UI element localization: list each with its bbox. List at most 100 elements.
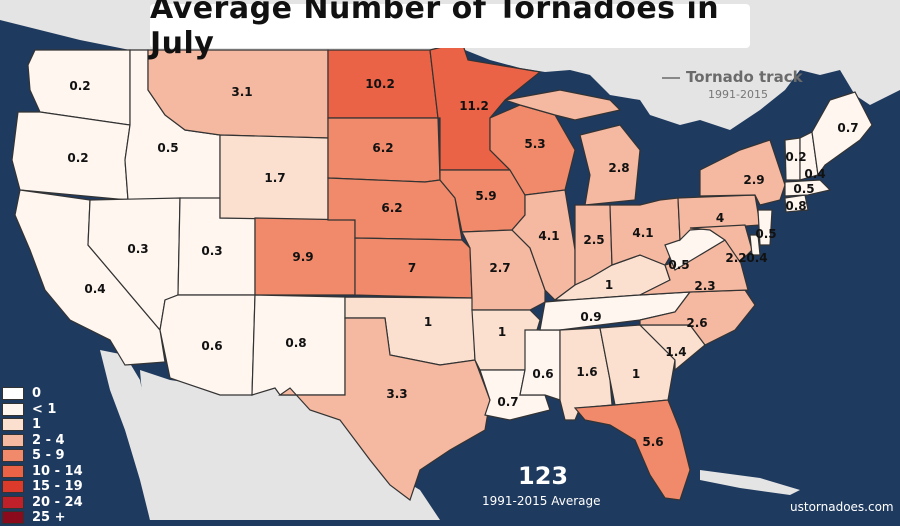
state-TX xyxy=(278,317,491,501)
state-ME xyxy=(811,91,873,177)
label-OK: 1 xyxy=(424,315,432,329)
label-WY: 1.7 xyxy=(264,171,285,185)
legend-label: 1 xyxy=(32,417,42,433)
label-GA: 1 xyxy=(632,367,640,381)
legend-label: 0 xyxy=(32,386,42,402)
legend-swatch xyxy=(2,464,24,478)
label-CO: 9.9 xyxy=(292,250,313,264)
map-title: Average Number of Tornadoes in July xyxy=(150,0,720,61)
mexico-land xyxy=(140,370,440,520)
legend-label: < 1 xyxy=(32,401,57,417)
legend-item: 0 xyxy=(2,386,83,402)
total-count: 123 xyxy=(518,462,569,490)
title-banner: Average Number of Tornadoes in July xyxy=(150,0,750,61)
legend-item: 1 xyxy=(2,417,83,433)
track-years: 1991-2015 xyxy=(708,88,768,101)
label-MA: 0.5 xyxy=(793,182,814,196)
label-CA: 0.4 xyxy=(84,282,105,296)
label-PA: 4 xyxy=(716,211,724,225)
legend-label: 5 - 9 xyxy=(32,448,65,464)
label-CT: 0.8 xyxy=(785,199,806,213)
label-MS: 0.6 xyxy=(532,367,553,381)
label-IN: 2.5 xyxy=(583,233,604,247)
legend-swatch xyxy=(2,480,24,494)
label-IL: 4.1 xyxy=(538,229,559,243)
legend-swatch xyxy=(2,418,24,432)
legend-label: 15 - 19 xyxy=(32,479,83,495)
label-DE: 0.4 xyxy=(746,251,767,265)
state-IL xyxy=(511,189,576,301)
state-NJ xyxy=(757,209,773,246)
legend-label: 10 - 14 xyxy=(32,463,83,479)
legend-item: 5 - 9 xyxy=(2,448,83,464)
label-NM: 0.8 xyxy=(285,336,306,350)
label-NJ: 0.5 xyxy=(755,227,776,241)
legend-item: 25 + xyxy=(2,510,83,526)
legend-item: < 1 xyxy=(2,402,83,418)
baja-land xyxy=(100,350,180,520)
label-NH: 0.4 xyxy=(804,167,825,181)
label-MT: 3.1 xyxy=(231,85,252,99)
label-ID: 0.5 xyxy=(157,141,178,155)
state-MI xyxy=(579,124,641,206)
track-label: Tornado track xyxy=(686,68,803,86)
legend-swatch xyxy=(2,402,24,416)
cuba-land xyxy=(700,470,800,495)
tornado-track-legend: Tornado track xyxy=(662,68,803,86)
legend-item: 10 - 14 xyxy=(2,464,83,480)
label-AZ: 0.6 xyxy=(201,339,222,353)
state-NY xyxy=(699,139,786,206)
label-NC: 2.6 xyxy=(686,316,707,330)
label-WI: 5.3 xyxy=(524,137,545,151)
legend-swatch xyxy=(2,433,24,447)
label-AL: 1.6 xyxy=(576,365,597,379)
label-KY: 1 xyxy=(605,278,613,292)
label-FL: 5.6 xyxy=(642,435,663,449)
state-FL xyxy=(573,399,691,501)
site-credit: ustornadoes.com xyxy=(790,500,894,514)
state-MA xyxy=(784,179,832,197)
label-NV: 0.3 xyxy=(127,242,148,256)
label-AR: 1 xyxy=(498,325,506,339)
label-SC: 1.4 xyxy=(665,345,686,359)
state-MI-up xyxy=(504,89,622,121)
total-caption: 1991-2015 Average xyxy=(482,494,601,508)
label-TN: 0.9 xyxy=(580,310,601,324)
label-WA: 0.2 xyxy=(69,79,90,93)
label-MI: 2.8 xyxy=(608,161,629,175)
state-AZ xyxy=(159,294,256,396)
label-VT: 0.2 xyxy=(785,150,806,164)
state-value-labels: 0.2 0.2 0.4 0.5 0.3 0.3 0.6 3.1 1.7 9.9 … xyxy=(67,77,858,449)
legend-swatch xyxy=(2,449,24,463)
legend-label: 25 + xyxy=(32,510,66,526)
legend-swatch xyxy=(2,387,24,401)
label-OR: 0.2 xyxy=(67,151,88,165)
legend-item: 20 - 24 xyxy=(2,495,83,511)
state-DE xyxy=(749,234,761,256)
label-LA: 0.7 xyxy=(497,395,518,409)
label-NY: 2.9 xyxy=(743,173,764,187)
label-MN: 11.2 xyxy=(459,99,489,113)
legend-swatch xyxy=(2,495,24,509)
label-OH: 4.1 xyxy=(632,226,653,240)
label-IA: 5.9 xyxy=(475,189,496,203)
label-VA: 2.3 xyxy=(694,279,715,293)
label-MD: 2.2 xyxy=(725,251,746,265)
legend-swatch xyxy=(2,511,24,525)
legend-label: 20 - 24 xyxy=(32,494,83,510)
label-ND: 10.2 xyxy=(365,77,395,91)
label-UT: 0.3 xyxy=(201,244,222,258)
legend-item: 2 - 4 xyxy=(2,433,83,449)
state-MS xyxy=(519,329,561,401)
label-KS: 7 xyxy=(408,261,416,275)
track-line-icon xyxy=(662,76,680,79)
states-layer xyxy=(11,41,873,501)
legend-label: 2 - 4 xyxy=(32,432,65,448)
color-legend: 0 < 1 1 2 - 4 5 - 9 10 - 14 15 - 19 20 -… xyxy=(2,386,83,526)
label-SD: 6.2 xyxy=(372,141,393,155)
legend-item: 15 - 19 xyxy=(2,479,83,495)
state-MD xyxy=(689,224,753,263)
label-NE: 6.2 xyxy=(381,201,402,215)
